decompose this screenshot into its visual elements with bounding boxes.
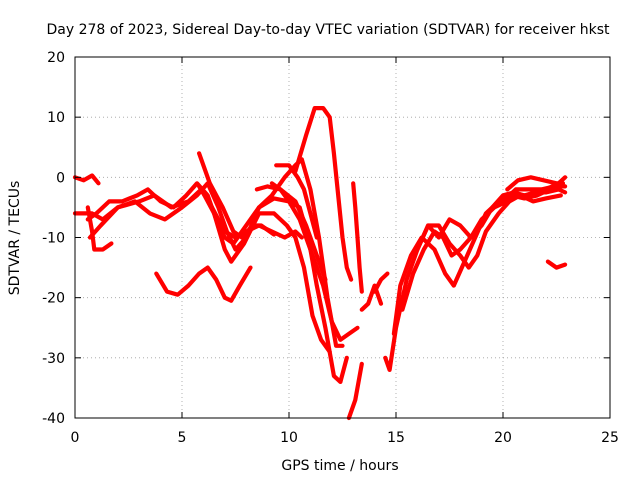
series-track-22 (545, 259, 568, 270)
series-track-13 (351, 181, 364, 294)
series-track-23 (372, 271, 390, 294)
plot-series (72, 106, 568, 421)
y-tick-label: -30 (42, 351, 65, 367)
grid (75, 57, 610, 418)
series-track-4 (85, 157, 345, 348)
series-track-15 (359, 283, 384, 312)
x-tick-label: 5 (178, 430, 187, 446)
y-tick-label: 0 (56, 170, 65, 186)
series-track-20 (505, 175, 565, 192)
series-track-19 (415, 193, 563, 270)
series-track-7 (197, 151, 277, 240)
axis-ticks: 0 5 10 15 20 25 -40 -30 -20 -10 0 10 20 (42, 50, 619, 446)
series-track-10 (293, 106, 354, 282)
series-track-12 (274, 163, 319, 240)
series-track-5 (87, 187, 332, 354)
series-track-9 (269, 181, 360, 342)
series-track-21 (500, 184, 568, 204)
x-tick-label: 10 (280, 430, 298, 446)
x-axis-label: GPS time / hours (281, 458, 398, 474)
y-tick-label: 20 (47, 50, 65, 66)
series-track-3 (85, 205, 114, 252)
y-axis-label: SDTVAR / TECUs (7, 181, 23, 296)
x-tick-label: 15 (387, 430, 405, 446)
series-track-11 (254, 184, 328, 282)
series-track-8 (154, 265, 253, 303)
x-tick-label: 20 (494, 430, 512, 446)
y-tick-label: 10 (47, 110, 65, 126)
series-track-14 (346, 361, 364, 421)
y-tick-label: -20 (42, 291, 65, 307)
series-track-18 (400, 175, 568, 312)
x-tick-label: 0 (71, 430, 80, 446)
y-tick-label: -40 (42, 411, 65, 427)
series-track-1 (72, 173, 101, 186)
chart-title: Day 278 of 2023, Sidereal Day-to-day VTE… (47, 22, 610, 38)
x-tick-label: 25 (601, 430, 619, 446)
y-tick-label: -10 (42, 231, 65, 247)
